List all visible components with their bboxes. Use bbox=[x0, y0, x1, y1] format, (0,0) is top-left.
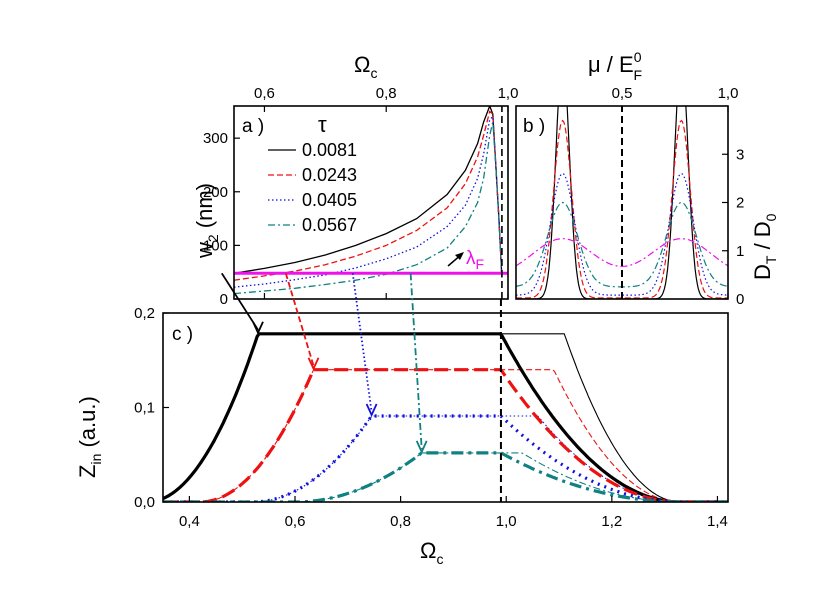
panel-b-xtick-label-1: 1,0 bbox=[718, 85, 739, 102]
panel-a-ytick-label-3: 300 bbox=[203, 130, 228, 147]
panel-b-ytick-label-0: 0 bbox=[736, 291, 744, 308]
panel-b-ytick-label-2: 2 bbox=[736, 195, 744, 212]
panel-c-ticks: 0,4 0,6 0,8 1,0 1,2 1,4 0,0 0,1 0,2 bbox=[134, 305, 728, 530]
panel-b-series-line-4 bbox=[516, 238, 728, 267]
panel-a-ytick-label-1: 100 bbox=[203, 237, 228, 254]
connector-line-0 bbox=[221, 272, 259, 331]
panel-a-ticks: 0,6 0,8 1,0 0 100 200 300 bbox=[203, 85, 518, 308]
panel-a-series-line-3 bbox=[234, 121, 503, 295]
panel-c-thick-line-1 bbox=[163, 368, 728, 502]
connector-head-2 bbox=[365, 403, 378, 418]
panel-c-series bbox=[163, 332, 728, 502]
panel-b-ticks: 0,5 1,0 0 1 2 3 bbox=[612, 85, 745, 308]
panel-c-xtick-label-0: 0,4 bbox=[179, 513, 200, 530]
legend-label-0: 0.0081 bbox=[302, 140, 357, 160]
panel-c-xtick-label-3: 1,0 bbox=[496, 513, 517, 530]
connector-head-1 bbox=[307, 357, 320, 371]
panel-c-thin-line-3 bbox=[163, 452, 728, 502]
panel-b-ytick-label-3: 3 bbox=[736, 146, 744, 163]
panel-a-ytick-label-0: 0 bbox=[220, 291, 228, 308]
panel-a-label: a ) bbox=[242, 116, 264, 137]
panel-c-label: c ) bbox=[172, 324, 193, 345]
panel-c-thin-line-1 bbox=[163, 369, 728, 502]
panel-c-xtick-label-1: 0,6 bbox=[285, 513, 306, 530]
panel-a-x-title: Ωc bbox=[354, 52, 377, 81]
panel-c-x-title: Ωc bbox=[420, 538, 443, 567]
legend-label-3: 0.0567 bbox=[302, 215, 357, 235]
panel-b-series-line-2 bbox=[516, 172, 728, 296]
panel-b-x-title: μ / E0 F bbox=[588, 49, 642, 83]
connector-arrows bbox=[221, 272, 502, 502]
panel-a-xtick-label-2: 1,0 bbox=[498, 85, 519, 102]
panel-b-curves bbox=[516, 106, 728, 299]
panel-b: 0,5 1,0 0 1 2 3 b ) μ / E0 F DT / D0 bbox=[515, 49, 779, 308]
connector-line-1 bbox=[284, 273, 315, 366]
lambda-text: λF bbox=[466, 248, 484, 272]
panel-a: 0,6 0,8 1,0 0 100 200 300 a ) Ωc w2 (nm) τ 0.0… bbox=[192, 52, 518, 308]
panel-b-xtick-label-0: 0,5 bbox=[612, 85, 633, 102]
panel-c-thick-line-2 bbox=[163, 414, 728, 502]
connector-line-3 bbox=[409, 273, 423, 449]
legend-label-2: 0.0405 bbox=[302, 190, 357, 210]
legend: 0.0081 0.0243 0.0405 0.0567 bbox=[268, 140, 357, 235]
panel-c-xtick-label-2: 0,8 bbox=[390, 513, 411, 530]
panel-a-xtick-label-0: 0,6 bbox=[254, 85, 275, 102]
panel-a-series bbox=[234, 106, 508, 299]
panel-c-thin-line-2 bbox=[163, 415, 728, 502]
panel-a-series-line-2 bbox=[234, 115, 503, 288]
lambda-arrow-head bbox=[455, 252, 464, 260]
panel-c-ytick-label-0: 0,0 bbox=[134, 494, 155, 511]
panel-c-curves bbox=[163, 332, 728, 502]
panel-a-frame bbox=[233, 105, 509, 300]
panel-c-frame bbox=[162, 312, 729, 503]
panel-a-xtick-label-1: 0,8 bbox=[376, 85, 397, 102]
panel-c: 0,4 0,6 0,8 1,0 1,2 1,4 0,0 0,1 0,2 c ) Ωc Zin (… bbox=[75, 305, 729, 567]
panel-c-y-title: Zin (a.u.) bbox=[75, 396, 104, 478]
panel-c-xtick-label-4: 1,2 bbox=[601, 513, 622, 530]
lambda-label: λF bbox=[447, 248, 484, 272]
panel-c-ytick-label-1: 0,1 bbox=[134, 400, 155, 417]
panel-c-ytick-label-2: 0,2 bbox=[134, 305, 155, 322]
panel-c-thick-line-0 bbox=[163, 332, 728, 502]
connector-head-0 bbox=[252, 321, 264, 335]
legend-label-1: 0.0243 bbox=[302, 165, 357, 185]
panel-c-thick-line-3 bbox=[163, 451, 728, 502]
connector-head-3 bbox=[415, 440, 428, 455]
panel-c-xtick-label-5: 1,4 bbox=[707, 513, 728, 530]
panel-b-series bbox=[516, 106, 728, 299]
legend-title: τ bbox=[318, 112, 327, 137]
panel-a-curves bbox=[234, 106, 508, 299]
panel-b-label: b ) bbox=[523, 116, 545, 137]
panel-b-ytick-label-1: 1 bbox=[736, 243, 744, 260]
panel-a-y-title: w2 (nm) bbox=[192, 183, 221, 259]
panel-a-ytick-label-2: 200 bbox=[203, 184, 228, 201]
panel-b-y-title: DT / D0 bbox=[750, 213, 779, 280]
panel-b-series-line-0 bbox=[516, 106, 728, 299]
connector-line-2 bbox=[351, 273, 373, 413]
